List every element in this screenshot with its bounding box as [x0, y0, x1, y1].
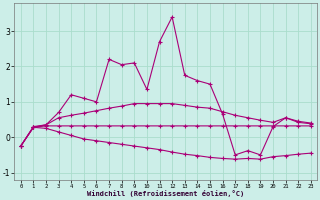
X-axis label: Windchill (Refroidissement éolien,°C): Windchill (Refroidissement éolien,°C) [87, 190, 244, 197]
